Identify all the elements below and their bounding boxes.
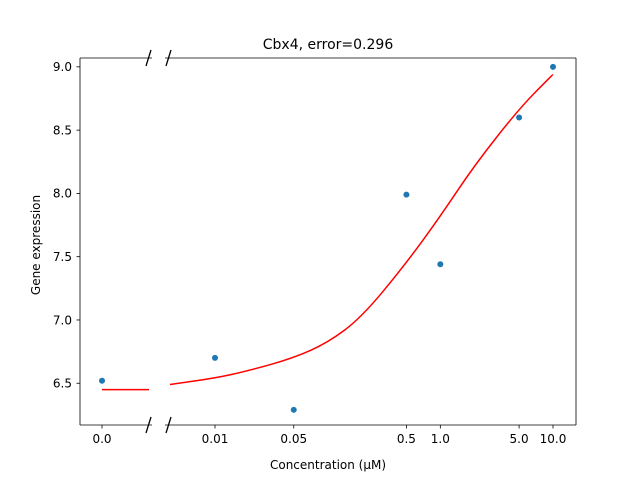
y-tick-label: 8.5 [53,123,72,137]
x-tick-label: 0.5 [397,432,416,446]
x-axis-label: Concentration (μM) [270,458,386,472]
x-tick-label: 0.05 [280,432,307,446]
data-point [550,63,556,70]
break-mark-top-right [165,49,172,67]
data-point [212,354,218,361]
x-axis-ticks: 0.0 0.01 0.05 0.5 1.0 5.0 10.0 [92,425,566,446]
x-tick-label: 1.0 [431,432,450,446]
data-point [516,114,523,121]
fit-curve-line [169,73,554,386]
y-tick-label: 7.5 [53,250,72,264]
x-tick-label: 10.0 [540,432,567,446]
y-axis-ticks: 6.5 7.0 7.5 8.0 8.5 9.0 [53,60,80,391]
data-point [290,406,297,413]
y-axis-label: Gene expression [29,195,43,295]
y-tick-label: 6.5 [53,377,72,391]
y-tick-label: 9.0 [53,60,72,74]
data-point [403,191,410,198]
break-mark-top-left [145,49,152,67]
right-axes-panel [165,57,577,426]
data-point [99,377,105,384]
x-tick-label: 0.0 [92,432,111,446]
chart-title: Cbx4, error=0.296 [263,37,394,53]
x-tick-label: 5.0 [510,432,529,446]
break-mark-bottom-left [145,416,152,434]
y-tick-label: 7.0 [53,313,72,327]
data-point [437,261,444,268]
fit-curve [102,73,554,391]
left-axes-panel [79,57,152,426]
data-points [99,63,556,413]
x-tick-label: 0.01 [202,432,229,446]
y-tick-label: 8.0 [53,187,72,201]
break-mark-bottom-right [165,416,172,434]
axis-break-marks [145,49,172,434]
